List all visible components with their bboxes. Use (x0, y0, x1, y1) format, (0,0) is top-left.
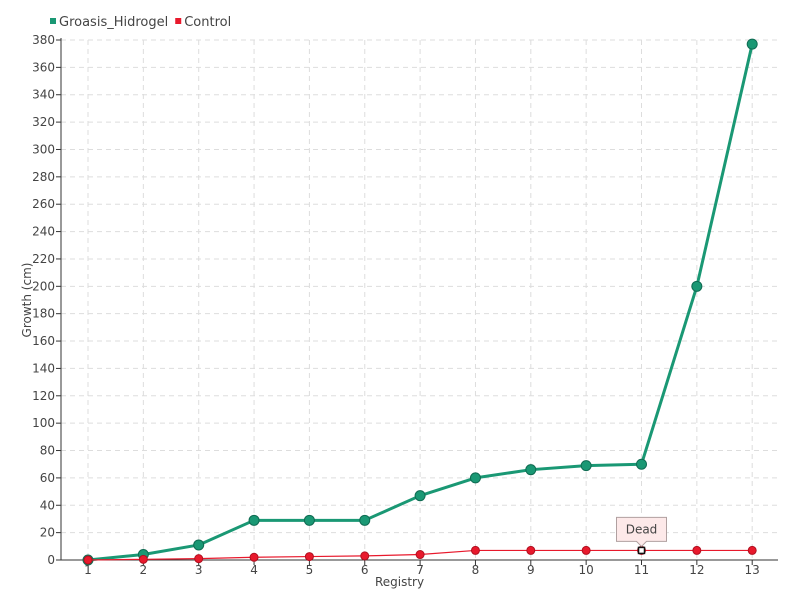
y-tick-label: 240 (32, 225, 55, 239)
x-tick-label: 11 (634, 563, 649, 577)
data-point[interactable] (746, 38, 758, 50)
annotation-tooltip: Dead (616, 516, 667, 555)
x-tick-label: 9 (527, 563, 535, 577)
highlighted-point[interactable] (637, 546, 646, 555)
data-point[interactable] (249, 552, 259, 562)
y-tick-label: 60 (40, 471, 55, 485)
y-tick-label: 80 (40, 444, 55, 458)
series-layer (82, 38, 758, 566)
x-tick-label: 10 (579, 563, 594, 577)
x-tick-label: 8 (472, 563, 480, 577)
data-point[interactable] (525, 464, 537, 476)
series-groasis-hidrogel (82, 38, 758, 566)
y-tick-label: 200 (32, 279, 55, 293)
y-tick-label: 360 (32, 60, 55, 74)
tooltip-label: Dead (626, 522, 658, 536)
data-point[interactable] (526, 545, 536, 555)
tooltip-box (616, 516, 667, 548)
x-tick-label: 5 (306, 563, 314, 577)
legend-label: Control (184, 15, 231, 30)
data-point[interactable] (138, 554, 148, 564)
data-point[interactable] (360, 551, 370, 561)
x-tick-label: 6 (361, 563, 369, 577)
data-point[interactable] (304, 552, 314, 562)
data-point[interactable] (747, 545, 757, 555)
y-axis-title: Growth (cm) (20, 263, 34, 338)
y-tick-label: 20 (40, 526, 55, 540)
data-point[interactable] (691, 280, 703, 292)
legend: Groasis_Hidrogel Control (50, 15, 231, 30)
data-point[interactable] (581, 545, 591, 555)
legend-item[interactable]: Control (175, 15, 231, 30)
y-tick-label: 0 (47, 553, 55, 567)
y-tick-label: 300 (32, 142, 55, 156)
data-point[interactable] (636, 458, 647, 470)
y-tick-label: 140 (32, 361, 55, 375)
data-point[interactable] (194, 554, 204, 564)
legend-item[interactable]: Groasis_Hidrogel (50, 15, 168, 30)
y-tick-label: 220 (32, 252, 55, 266)
x-tick-label: 1 (84, 563, 92, 577)
x-tick-label: 13 (745, 563, 760, 577)
legend-swatch (50, 18, 56, 24)
data-point[interactable] (415, 550, 425, 560)
y-tick-label: 260 (32, 197, 55, 211)
data-point[interactable] (692, 545, 702, 555)
x-tick-label: 3 (195, 563, 203, 577)
y-tick-label: 120 (32, 389, 55, 403)
y-tick-label: 180 (32, 307, 55, 321)
data-point[interactable] (470, 545, 480, 555)
x-tick-label: 12 (689, 563, 704, 577)
data-point[interactable] (248, 514, 260, 526)
axes (56, 38, 778, 565)
x-tick-labels: 1 2 3 4 5 6 7 8 9 10 11 12 13 (84, 563, 760, 577)
y-tick-labels: 0 20 40 60 80 100 120 140 160 180 200 220 240 260 280 3… (32, 33, 55, 567)
y-tick-label: 320 (32, 115, 55, 129)
data-point[interactable] (469, 472, 481, 484)
data-point[interactable] (83, 555, 93, 565)
y-tick-label: 40 (40, 498, 55, 512)
legend-swatch (175, 18, 182, 24)
data-point[interactable] (580, 460, 592, 472)
y-tick-label: 380 (32, 33, 55, 47)
grid (61, 39, 778, 560)
data-point[interactable] (414, 490, 426, 502)
x-tick-label: 4 (250, 563, 258, 577)
legend-label: Groasis_Hidrogel (59, 15, 168, 30)
x-tick-label: 7 (416, 563, 424, 577)
y-tick-label: 340 (32, 88, 55, 102)
data-point[interactable] (359, 514, 371, 526)
data-point[interactable] (193, 539, 205, 551)
y-tick-label: 100 (32, 416, 55, 430)
x-tick-label: 2 (140, 563, 148, 577)
x-axis-title: Registry (375, 575, 424, 589)
annotation-layer: Dead (616, 516, 667, 555)
y-tick-label: 280 (32, 170, 55, 184)
data-point[interactable] (303, 514, 315, 526)
y-tick-label: 160 (32, 334, 55, 348)
